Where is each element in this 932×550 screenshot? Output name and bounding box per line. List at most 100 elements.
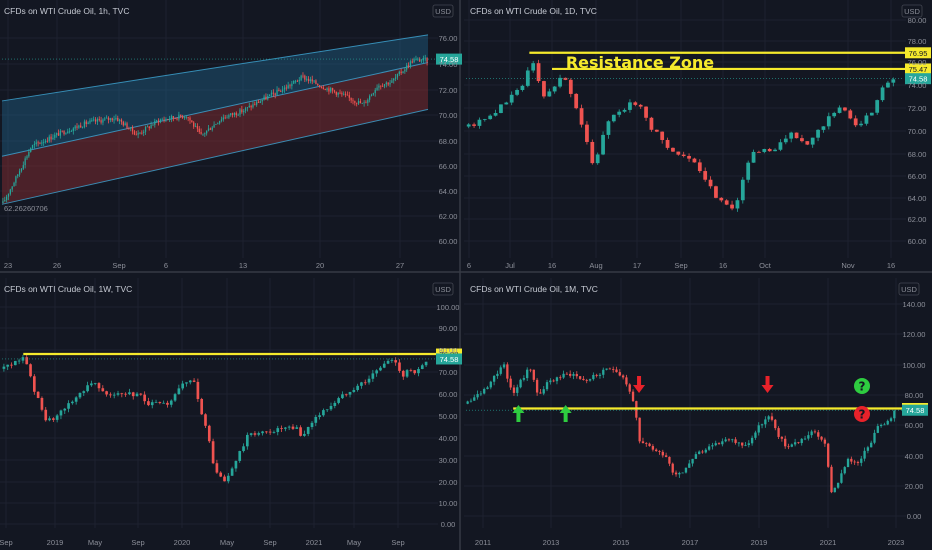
- x-tick-label: 2011: [475, 538, 491, 547]
- candle: [398, 362, 401, 371]
- candle: [891, 79, 896, 83]
- y-tick-label: 10.00: [439, 499, 458, 508]
- y-tick-label: 70.00: [908, 127, 927, 136]
- candle: [176, 118, 178, 120]
- y-tick-label: 64.00: [908, 194, 927, 203]
- candle: [4, 200, 6, 202]
- candle: [701, 451, 704, 453]
- candle: [25, 357, 29, 365]
- candle: [200, 398, 204, 415]
- candle: [67, 131, 69, 134]
- candle: [18, 171, 21, 175]
- candle: [816, 129, 820, 138]
- candle: [823, 439, 827, 444]
- candle: [324, 89, 326, 91]
- candle: [109, 118, 112, 120]
- question-mark-icon: [854, 378, 870, 394]
- candle: [87, 122, 89, 124]
- chart-title: CFDs on WTI Crude Oil, 1h, TVC: [4, 6, 129, 16]
- candle: [777, 428, 780, 437]
- x-tick-label: 17: [633, 261, 641, 270]
- candle: [144, 127, 147, 132]
- candle: [375, 370, 378, 374]
- candle: [206, 130, 208, 134]
- candle: [63, 130, 65, 135]
- candle: [202, 133, 204, 135]
- candle: [492, 375, 496, 382]
- candle: [374, 89, 376, 94]
- candle: [350, 97, 352, 101]
- candle: [70, 131, 73, 132]
- y-tick-label: 66.00: [439, 162, 458, 171]
- candle: [146, 126, 149, 128]
- candle: [32, 376, 36, 392]
- candle: [48, 418, 51, 421]
- candle: [309, 79, 312, 82]
- candle: [628, 384, 631, 392]
- candle: [166, 402, 169, 405]
- down-arrow-icon: [633, 376, 646, 393]
- candle: [310, 422, 314, 428]
- candle: [750, 437, 754, 444]
- candle: [257, 433, 261, 435]
- current-price-tag: [436, 353, 462, 365]
- current-price-label: 74.58: [440, 55, 459, 64]
- candle: [154, 401, 158, 403]
- candle: [15, 176, 17, 183]
- candle: [224, 117, 226, 119]
- candle: [697, 162, 702, 172]
- candle: [356, 385, 359, 390]
- candle: [717, 443, 721, 445]
- candle: [156, 120, 158, 122]
- candle: [724, 439, 727, 442]
- candle: [671, 147, 675, 152]
- candle: [367, 378, 371, 383]
- currency-label: USD: [901, 285, 917, 294]
- candle: [601, 134, 605, 155]
- candle: [43, 142, 45, 143]
- candle: [272, 92, 274, 94]
- candle: [230, 468, 234, 476]
- candle: [381, 86, 384, 87]
- candle: [267, 96, 269, 100]
- candle: [325, 409, 329, 411]
- candle: [880, 87, 885, 101]
- candle: [30, 148, 32, 152]
- candle: [44, 140, 47, 143]
- candle: [486, 387, 489, 389]
- candle: [180, 114, 182, 117]
- candle: [509, 94, 514, 103]
- x-tick-label: Sep: [131, 538, 144, 547]
- candle: [85, 121, 87, 124]
- candle: [302, 75, 304, 77]
- candle: [326, 88, 328, 91]
- currency-box: [432, 282, 454, 296]
- candle: [760, 424, 764, 426]
- candle: [137, 133, 139, 135]
- candle: [398, 71, 400, 75]
- candle: [250, 105, 252, 108]
- y-tick-label: 80.00: [439, 346, 458, 355]
- candle: [272, 432, 276, 433]
- candle: [65, 133, 67, 135]
- candle: [68, 131, 71, 133]
- candle: [493, 113, 498, 116]
- candle: [124, 393, 127, 395]
- candle: [268, 94, 271, 97]
- candle: [549, 380, 552, 383]
- candle: [394, 360, 398, 363]
- candle: [35, 142, 37, 145]
- candle: [813, 431, 817, 433]
- y-tick-label: 100.00: [903, 361, 926, 370]
- candle: [89, 120, 91, 123]
- candle: [315, 80, 317, 85]
- candle: [158, 401, 162, 403]
- candle: [116, 393, 120, 395]
- candle: [762, 149, 767, 152]
- candle: [187, 117, 189, 118]
- y-tick-label: 62.00: [908, 215, 927, 224]
- candle: [365, 102, 367, 104]
- candle: [869, 112, 874, 116]
- candle: [473, 397, 476, 401]
